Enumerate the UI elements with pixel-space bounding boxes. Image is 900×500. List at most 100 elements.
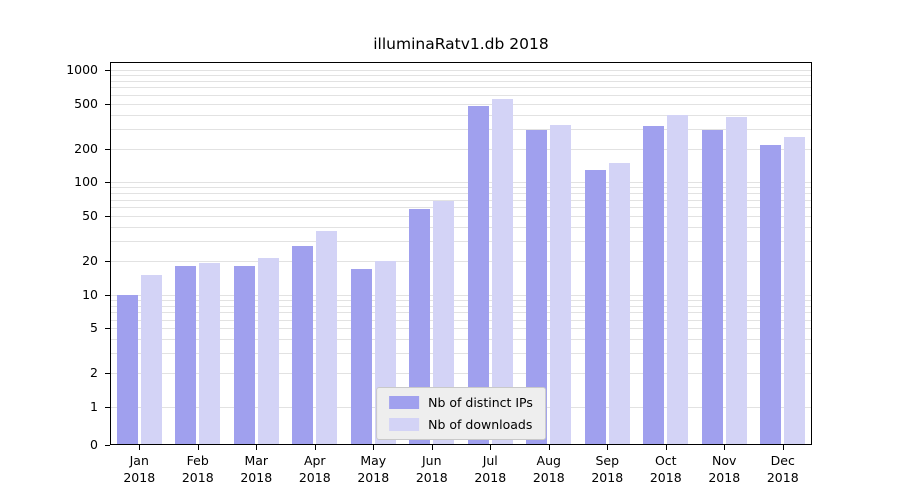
legend-label-downloads: Nb of downloads xyxy=(428,417,533,432)
bar-downloads xyxy=(316,230,338,445)
bar-downloads xyxy=(550,124,572,445)
x-tick-month: Jul xyxy=(482,453,498,468)
x-tick xyxy=(256,445,258,450)
legend: Nb of distinct IPs Nb of downloads xyxy=(376,387,546,440)
x-tick-label: Feb 2018 xyxy=(169,453,227,487)
x-tick-year: 2018 xyxy=(649,469,682,485)
bar-downloads xyxy=(784,136,806,445)
bar-distinct-ips xyxy=(292,246,314,445)
plot-border xyxy=(110,62,812,445)
x-tick-year: 2018 xyxy=(240,469,273,485)
gridline xyxy=(111,193,811,195)
x-tick-year: 2018 xyxy=(708,469,741,485)
gridline xyxy=(111,319,811,321)
gridline xyxy=(111,353,811,355)
x-tick-label: May 2018 xyxy=(344,453,402,487)
legend-swatch-downloads-icon xyxy=(389,418,420,431)
gridline xyxy=(111,128,811,130)
gridline xyxy=(111,260,811,262)
y-tick xyxy=(105,407,110,408)
x-tick-year: 2018 xyxy=(591,469,624,485)
x-tick-month: Jan xyxy=(129,453,149,468)
x-tick-label: Mar 2018 xyxy=(227,453,285,487)
bar-downloads xyxy=(257,258,279,445)
y-tick-label: 20 xyxy=(82,252,98,268)
x-tick xyxy=(607,445,609,450)
x-tick-label: Oct 2018 xyxy=(637,453,695,487)
x-tick-year: 2018 xyxy=(766,469,799,485)
y-tick xyxy=(105,182,110,184)
gridline xyxy=(111,94,811,96)
gridline xyxy=(111,80,811,82)
x-tick-year: 2018 xyxy=(415,469,448,485)
bar-distinct-ips xyxy=(643,125,665,445)
bar-downloads xyxy=(140,274,162,445)
chart-title: illuminaRatv1.db 2018 xyxy=(373,35,549,53)
bar-downloads xyxy=(667,114,689,445)
bar-distinct-ips xyxy=(467,105,489,445)
y-tick xyxy=(105,260,110,262)
x-tick-month: Nov xyxy=(712,453,737,468)
x-tick xyxy=(548,445,550,450)
y-tick xyxy=(105,373,110,375)
x-tick-year: 2018 xyxy=(357,469,390,485)
bar-distinct-ips xyxy=(584,170,606,445)
x-tick-label: Jan 2018 xyxy=(110,453,168,487)
x-tick xyxy=(139,445,141,450)
x-tick-year: 2018 xyxy=(532,469,565,485)
x-tick-label: Dec 2018 xyxy=(754,453,812,487)
x-tick xyxy=(782,445,784,450)
gridline xyxy=(111,305,811,307)
gridline xyxy=(111,312,811,314)
gridline xyxy=(111,373,811,375)
gridline xyxy=(111,328,811,330)
x-tick-month: Jun xyxy=(421,453,442,468)
x-tick-month: Sep xyxy=(595,453,620,468)
y-tick-label: 100 xyxy=(74,174,98,190)
gridline xyxy=(111,299,811,301)
y-tick-label: 0 xyxy=(90,437,98,452)
x-tick xyxy=(665,445,667,450)
gridline xyxy=(111,187,811,189)
x-tick-month: Apr xyxy=(303,453,326,468)
gridline xyxy=(111,294,811,296)
bar-distinct-ips xyxy=(233,265,255,445)
x-tick-label: Sep 2018 xyxy=(578,453,636,487)
x-tick-label: Nov 2018 xyxy=(695,453,753,487)
gridline xyxy=(111,148,811,150)
x-tick xyxy=(724,445,726,450)
x-tick xyxy=(490,445,492,450)
bar-distinct-ips xyxy=(526,130,548,445)
bar-distinct-ips xyxy=(116,294,138,445)
x-tick-label: Apr 2018 xyxy=(286,453,344,487)
bar-downloads xyxy=(199,263,221,445)
y-tick xyxy=(105,70,110,71)
x-tick-year: 2018 xyxy=(474,469,507,485)
gridline xyxy=(111,70,811,71)
bar-downloads xyxy=(433,201,455,445)
gridline xyxy=(111,114,811,116)
y-tick xyxy=(105,148,110,150)
bar-distinct-ips xyxy=(701,129,723,445)
x-tick-month: Mar xyxy=(244,453,269,468)
gridline xyxy=(111,339,811,341)
x-tick-month: Aug xyxy=(536,453,561,468)
bar-distinct-ips xyxy=(175,265,197,445)
bar-downloads xyxy=(725,117,747,445)
y-tick-label: 50 xyxy=(82,208,98,224)
x-tick-year: 2018 xyxy=(123,469,156,485)
y-tick-label: 10 xyxy=(82,286,98,302)
legend-item-distinct-ips: Nb of distinct IPs xyxy=(389,395,533,410)
legend-swatch-ips-icon xyxy=(389,396,420,409)
gridline xyxy=(111,199,811,201)
gridline xyxy=(111,103,811,105)
x-tick-month: Dec xyxy=(770,453,795,468)
x-tick-label: Jul 2018 xyxy=(461,453,519,487)
gridline xyxy=(111,207,811,209)
y-tick-label: 5 xyxy=(90,320,98,336)
gridline xyxy=(111,182,811,184)
x-tick-label: Aug 2018 xyxy=(520,453,578,487)
bar-distinct-ips xyxy=(350,268,372,445)
x-tick xyxy=(373,445,375,450)
x-tick-year: 2018 xyxy=(298,469,331,485)
